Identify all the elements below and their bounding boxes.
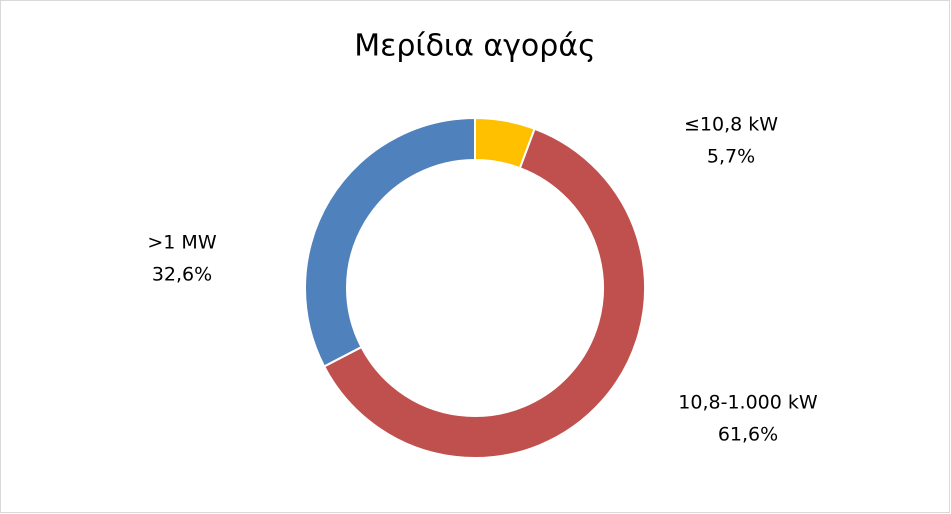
donut-segment	[304, 116, 476, 368]
value-label: 61,6%	[718, 424, 778, 446]
value-label: 5,7%	[707, 146, 755, 168]
category-label: >1 MW	[147, 232, 216, 254]
category-label: ≤10,8 kW	[684, 114, 778, 136]
donut-segment	[322, 127, 646, 459]
chart-title: Μερίδια αγοράς	[354, 29, 595, 64]
category-label: 10,8-1.000 kW	[678, 392, 818, 414]
value-label: 32,6%	[152, 264, 212, 286]
